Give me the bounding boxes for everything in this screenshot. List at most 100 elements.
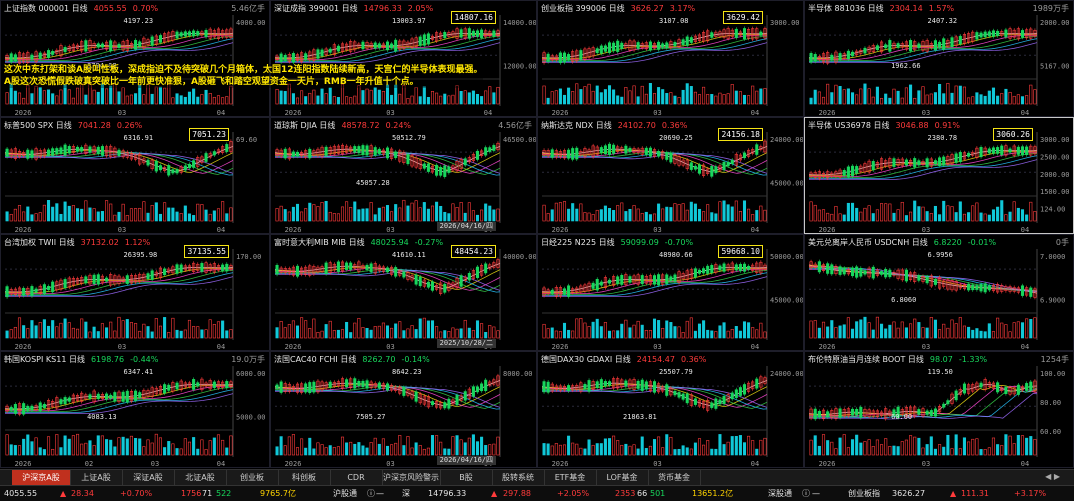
volume-bar: [850, 439, 855, 456]
candle-body: [475, 30, 480, 37]
candle-body: [92, 274, 96, 285]
moving-average-line: [275, 38, 501, 62]
volume-bar: [150, 331, 154, 339]
panel-price: 3626.27: [630, 4, 664, 13]
candle-body: [67, 146, 71, 154]
chart-panel[interactable]: 标普500 SPX 日线 7041.28 0.26% 69.60 2026 03 04 631…: [0, 117, 270, 234]
chart-panel[interactable]: 布伦特原油当月连续 BOOT 日线 98.07 -1.33% 1254手 100.00 8…: [804, 351, 1074, 468]
candle-body: [55, 397, 59, 409]
volume-bar: [967, 212, 971, 222]
sgt-label[interactable]: 深股通: [768, 489, 792, 498]
panel-header: 德国DAX30 GDAXI 日线 24154.47 0.36%: [541, 354, 799, 366]
market-tab[interactable]: ETF基金: [544, 470, 597, 485]
market-tab[interactable]: 沪深京A股: [12, 470, 71, 485]
candle-body: [821, 409, 826, 420]
chart-panel[interactable]: 道琼斯 DJIA 日线 48578.72 0.24% 4.56亿手 46500.00 20…: [270, 117, 537, 234]
volume-bar: [492, 326, 496, 339]
candle-body: [345, 262, 349, 270]
candle-body: [171, 382, 175, 392]
volume-bar: [426, 447, 430, 456]
chart-panel[interactable]: 纳斯达克 NDX 日线 24102.70 0.36% 24000.00 45000.00…: [537, 117, 804, 234]
volume-bar: [813, 435, 817, 456]
candle-body: [1004, 386, 1008, 394]
market-tab[interactable]: 沪深京风险警示: [382, 470, 441, 485]
volume-bar: [693, 442, 697, 456]
date-axis-label: 2026: [552, 343, 569, 351]
market-tab[interactable]: 北证A股: [174, 470, 227, 485]
volume-bar: [349, 441, 353, 456]
candle-body: [747, 28, 751, 39]
market-tab[interactable]: 货币基金: [648, 470, 701, 485]
candle-body: [1020, 285, 1025, 296]
volume-bar: [316, 206, 320, 222]
candle-body: [697, 164, 702, 174]
chart-panel[interactable]: 富时意大利MIB MIB 日线 48025.94 -0.27% 40000.00 202…: [270, 234, 537, 351]
volume-bar: [542, 443, 546, 456]
candle-body: [88, 274, 92, 285]
chart-panel[interactable]: 德国DAX30 GDAXI 日线 24154.47 0.36% 24000.00 202…: [537, 351, 804, 468]
volume-bar: [353, 201, 357, 222]
market-tab[interactable]: B股: [440, 470, 493, 485]
candle-body: [550, 383, 554, 392]
chart-panel[interactable]: 深证成指 399001 日线 14796.33 2.05% 14000.00 12000…: [270, 0, 537, 117]
date-axis-label: 2026: [552, 226, 569, 234]
volume-bar: [113, 214, 117, 222]
hgt-label[interactable]: 沪股通: [333, 489, 357, 498]
extreme-price-annotation: 50512.79: [392, 134, 426, 142]
candle-body: [996, 382, 1000, 393]
volume-bar: [921, 206, 925, 222]
candle-body: [171, 169, 175, 174]
candle-body: [71, 44, 75, 51]
volume-bar: [381, 322, 385, 339]
market-tab[interactable]: 股转系统: [492, 470, 545, 485]
chart-panel[interactable]: 美元兑离岸人民币 USDCNH 日线 6.8220 -0.01% 0手 7.0000 6.…: [804, 234, 1074, 351]
volume-bar: [451, 94, 455, 105]
volume-bar: [880, 323, 884, 339]
candle-body: [652, 149, 657, 157]
candle-body: [59, 45, 63, 57]
chart-panel[interactable]: 半导体 881036 日线 2304.14 1.57% 1989万手 2000.00 51…: [804, 0, 1074, 117]
candle-body: [846, 408, 850, 417]
extreme-price-annotation: 6347.41: [124, 368, 154, 376]
candle-body: [96, 274, 100, 285]
candle-body: [320, 266, 324, 272]
chart-panel[interactable]: 法国CAC40 FCHI 日线 8262.70 -0.14% 8000.00 2026 0…: [270, 351, 537, 468]
market-tab[interactable]: LOF基金: [596, 470, 649, 485]
volume-bar: [398, 435, 402, 456]
candle-body: [229, 265, 233, 270]
tab-scroll-arrows-icon[interactable]: ◀ ▶: [1045, 472, 1060, 481]
volume-bar: [430, 435, 435, 456]
market-tab[interactable]: 上证A股: [70, 470, 123, 485]
chart-panel[interactable]: 创业板指 399006 日线 3626.27 3.17% 3000.00 2026 03 0…: [537, 0, 804, 117]
candle-body: [394, 386, 398, 391]
chart-panel[interactable]: 上证指数 000001 日线 4055.55 0.70% 5.46亿手 4000.00 2…: [0, 0, 270, 117]
market-tab[interactable]: 创业板: [226, 470, 279, 485]
volume-bar: [163, 447, 167, 456]
volume-bar: [426, 208, 430, 222]
volume-bar: [863, 207, 867, 222]
market-tab[interactable]: 深证A股: [122, 470, 175, 485]
volume-bar: [909, 84, 913, 105]
volume-bar: [979, 94, 983, 105]
candle-body: [158, 386, 162, 394]
candle-body: [447, 282, 451, 291]
volume-bar: [747, 208, 751, 222]
chart-panel[interactable]: 台湾加权 TWII 日线 37132.02 1.12% 170.00 2026 03 04 2…: [0, 234, 270, 351]
volume-bar: [888, 446, 892, 456]
candle-body: [192, 160, 196, 168]
panel-title: 美元兑离岸人民币 USDCNH 日线: [808, 238, 928, 247]
volume-bar: [320, 202, 324, 222]
date-axis-label: 2026: [285, 109, 302, 117]
candle-body: [34, 405, 38, 410]
market-tab[interactable]: CDR: [330, 470, 383, 485]
candle-body: [336, 145, 340, 154]
volume-bar: [109, 439, 113, 456]
candle-body: [921, 161, 925, 165]
date-axis-label: 03: [922, 109, 930, 117]
candle-body: [435, 32, 439, 42]
volume-bar: [842, 89, 846, 105]
market-tab[interactable]: 科创板: [278, 470, 331, 485]
chart-panel[interactable]: 半导体 US36978 日线 3046.88 0.91% 3000.00 2500.00…: [804, 117, 1074, 234]
chart-panel[interactable]: 韩国KOSPI KS11 日线 6198.76 -0.44% 19.0万手 6000.0…: [0, 351, 270, 468]
chart-panel[interactable]: 日经225 N225 日线 59099.09 -0.70% 50000.00 45000…: [537, 234, 804, 351]
